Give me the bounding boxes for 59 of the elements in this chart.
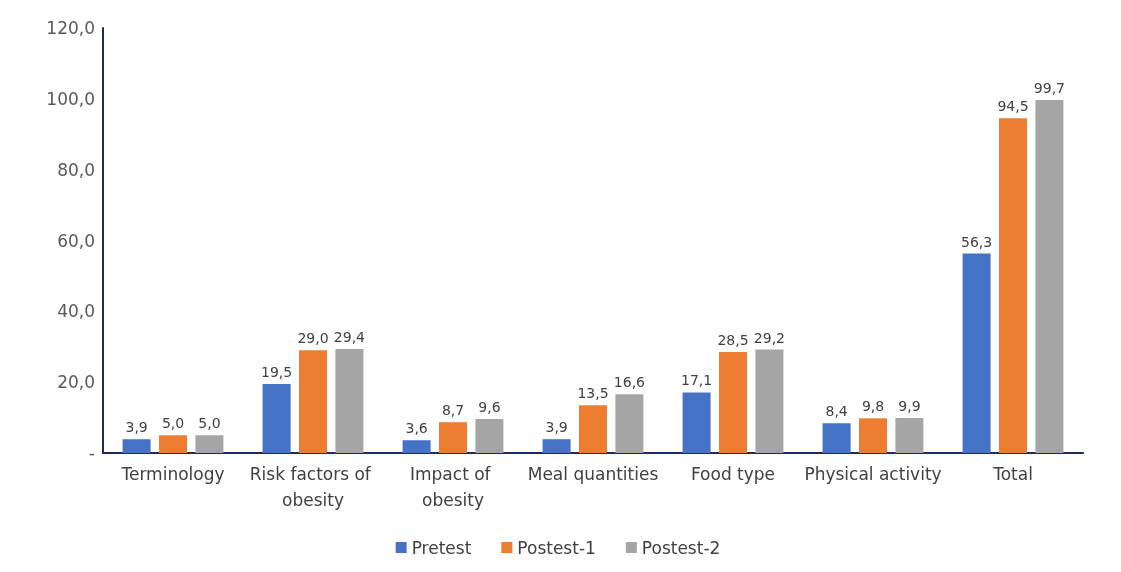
y-tick-label: 60,0 xyxy=(57,230,95,251)
data-label: 17,1 xyxy=(681,372,713,389)
bar xyxy=(402,440,431,453)
data-label: 8,4 xyxy=(825,403,848,420)
bar xyxy=(719,352,747,453)
y-tick-label: 20,0 xyxy=(57,372,95,393)
data-label: 94,5 xyxy=(997,98,1029,115)
x-tick-label: Total xyxy=(992,464,1033,484)
bar xyxy=(962,253,991,453)
y-tick-label: 100,0 xyxy=(46,88,95,109)
data-label: 5,0 xyxy=(161,415,185,432)
legend-label: Pretest xyxy=(411,537,472,558)
x-tick-label: Impact of obesity xyxy=(410,464,496,510)
x-tick-label: Food type xyxy=(690,464,776,484)
bar xyxy=(859,418,887,453)
bar xyxy=(122,439,151,453)
data-label: 29,2 xyxy=(753,329,785,346)
data-label: 5,0 xyxy=(198,415,221,432)
y-tick-label: - xyxy=(88,443,95,463)
data-label: 9,6 xyxy=(478,399,501,415)
y-tick-label: 120,0 xyxy=(46,18,95,38)
data-label: 13,5 xyxy=(577,385,609,402)
data-label: 9,9 xyxy=(898,397,921,414)
bar xyxy=(999,118,1027,453)
data-label: 8,7 xyxy=(441,402,465,419)
data-label: 16,6 xyxy=(613,374,646,391)
bar xyxy=(579,405,607,453)
data-label: 56,3 xyxy=(961,233,993,250)
bar xyxy=(195,435,224,453)
x-tick-label: Risk factors of obesity xyxy=(249,464,377,510)
data-label: 28,5 xyxy=(717,332,749,349)
legend-label: Postest-1 xyxy=(517,537,596,558)
data-label: 3,9 xyxy=(545,419,568,436)
data-label: 9,8 xyxy=(861,398,885,415)
bar xyxy=(615,394,644,453)
bar xyxy=(755,349,784,453)
data-label: 3,9 xyxy=(125,419,148,436)
bar xyxy=(1035,99,1064,453)
x-tick-label: Terminology xyxy=(120,464,225,484)
data-label: 99,7 xyxy=(1033,79,1065,96)
data-label: 19,5 xyxy=(261,363,293,380)
bar xyxy=(475,419,504,453)
legend-label: Postest-2 xyxy=(641,537,721,558)
bar xyxy=(542,439,571,453)
bar xyxy=(895,417,924,453)
y-tick-label: 40,0 xyxy=(57,301,95,322)
data-label: 3,6 xyxy=(405,420,428,437)
bar xyxy=(159,435,187,453)
bar xyxy=(262,383,291,453)
data-label: 29,0 xyxy=(297,330,329,347)
bar xyxy=(682,392,711,453)
y-tick-label: 80,0 xyxy=(57,159,95,180)
x-tick-label: Meal quantities xyxy=(527,464,659,484)
bar xyxy=(439,422,467,453)
bar xyxy=(822,423,851,453)
x-tick-label: Physical activity xyxy=(804,464,942,484)
data-label: 29,4 xyxy=(333,328,366,345)
bar xyxy=(335,348,364,453)
bar xyxy=(299,350,327,453)
